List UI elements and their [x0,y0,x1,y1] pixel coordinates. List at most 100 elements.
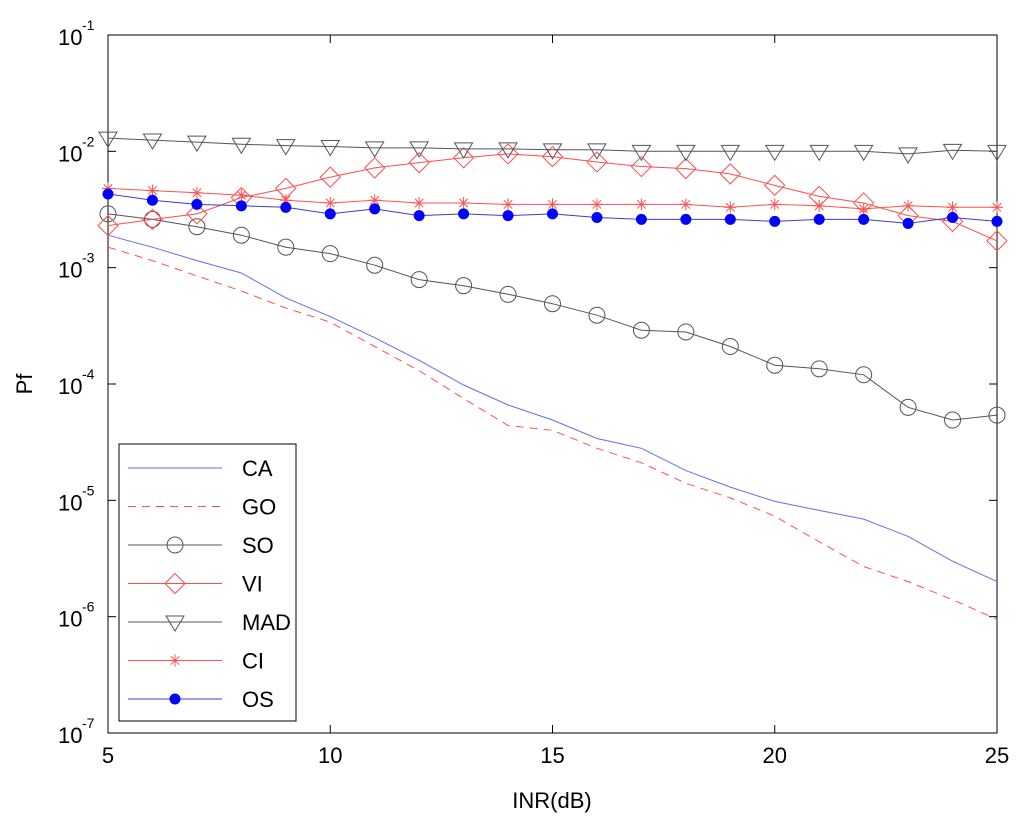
data-point-so [99,205,117,223]
data-point-so [455,277,473,295]
legend-label-vi: VI [242,572,263,597]
data-point-ci [502,198,515,211]
data-point-vi [363,157,386,179]
data-point-ci [457,196,470,209]
x-tick-label: 10 [318,743,342,768]
data-point-so [810,360,828,378]
data-point-ci [991,201,1003,214]
y-tick-label-base: 10 [58,374,82,399]
data-point-vi [141,208,164,231]
data-point-mad [453,142,474,159]
data-point-os [947,211,959,223]
data-point-vi [452,147,475,169]
data-point-mad [987,144,1007,162]
legend-label-ca: CA [242,456,273,481]
data-point-mad [631,144,652,162]
data-point-ci [413,196,426,209]
data-point-so [366,256,384,274]
y-tick-label-base: 10 [58,141,82,166]
legend-item-go: GO [128,495,276,520]
data-point-os [813,213,825,225]
data-point-mad [675,144,696,162]
legend-label-mad: MAD [242,610,291,635]
y-tick-label-exponent: -7 [82,715,95,731]
legend-marker-vi [164,572,186,595]
data-point-so [766,356,784,374]
data-point-os [635,213,647,225]
data-point-ci [635,198,648,211]
data-point-mad [409,141,430,158]
data-point-ci [768,198,781,211]
data-point-ci [546,198,559,211]
data-point-so [410,271,428,289]
data-point-vi [319,166,341,188]
legend-item-ci: CI [128,649,264,674]
data-point-os [591,211,603,223]
data-point-os [769,215,781,227]
data-point-mad [231,137,252,155]
data-point-os [858,213,870,225]
data-point-mad [587,143,607,160]
data-point-so [321,245,339,263]
series-ca [107,234,998,583]
data-point-mad [142,133,163,151]
data-point-os [502,210,514,222]
data-point-os [458,208,470,220]
data-point-so [855,366,873,384]
data-point-ci [813,199,826,212]
series-os [102,188,1003,229]
data-point-vi [719,163,742,185]
legend-marker-os [169,693,181,705]
legend-label-ci: CI [242,649,264,674]
data-point-mad [720,144,741,162]
y-tick-label-base: 10 [58,25,82,50]
legend-marker-mad [165,615,185,632]
data-point-os [991,215,1003,227]
data-point-os [102,188,114,200]
series-ci [102,182,1003,215]
data-point-so [188,218,206,236]
data-point-so [499,285,517,303]
data-point-os [902,217,914,229]
legend-label-os: OS [242,687,274,712]
y-tick-label-exponent: -2 [82,133,95,149]
data-point-so [544,295,561,313]
data-point-os [235,200,247,212]
data-point-os [146,194,158,206]
data-point-mad [764,144,785,162]
data-point-so [721,338,739,356]
data-point-vi [986,230,1008,252]
data-point-os [191,198,203,210]
data-point-ci [857,202,870,215]
y-tick-label-exponent: -1 [82,17,95,33]
legend: CA GO SO VI MAD CI OS [118,443,297,722]
data-point-mad [853,144,874,162]
data-point-mad [809,144,830,162]
y-tick-label-exponent: -6 [82,599,95,615]
data-point-ci [324,196,337,209]
data-point-mad [898,147,918,164]
legend-item-so: SO [128,533,274,558]
y-tick-label-base: 10 [58,258,82,283]
legend-marker-so [166,536,184,554]
legend-label-go: GO [242,495,276,520]
data-point-mad [942,143,963,161]
data-point-mad [275,139,296,156]
series-line-go [107,246,998,620]
legend-item-mad: MAD [128,610,291,635]
legend-label-so: SO [242,533,274,558]
data-point-os [369,203,381,215]
series-line-vi [107,153,998,242]
legend-item-os: OS [128,687,274,712]
data-point-so [232,226,250,244]
data-point-ci [902,199,915,212]
data-point-ci [235,189,248,202]
data-point-ci [368,194,381,207]
series-line-ca [107,234,998,583]
series-line-mad [107,137,998,155]
data-point-ci [946,201,959,214]
series-so [99,205,1006,429]
y-tick-label-exponent: -3 [82,250,95,266]
